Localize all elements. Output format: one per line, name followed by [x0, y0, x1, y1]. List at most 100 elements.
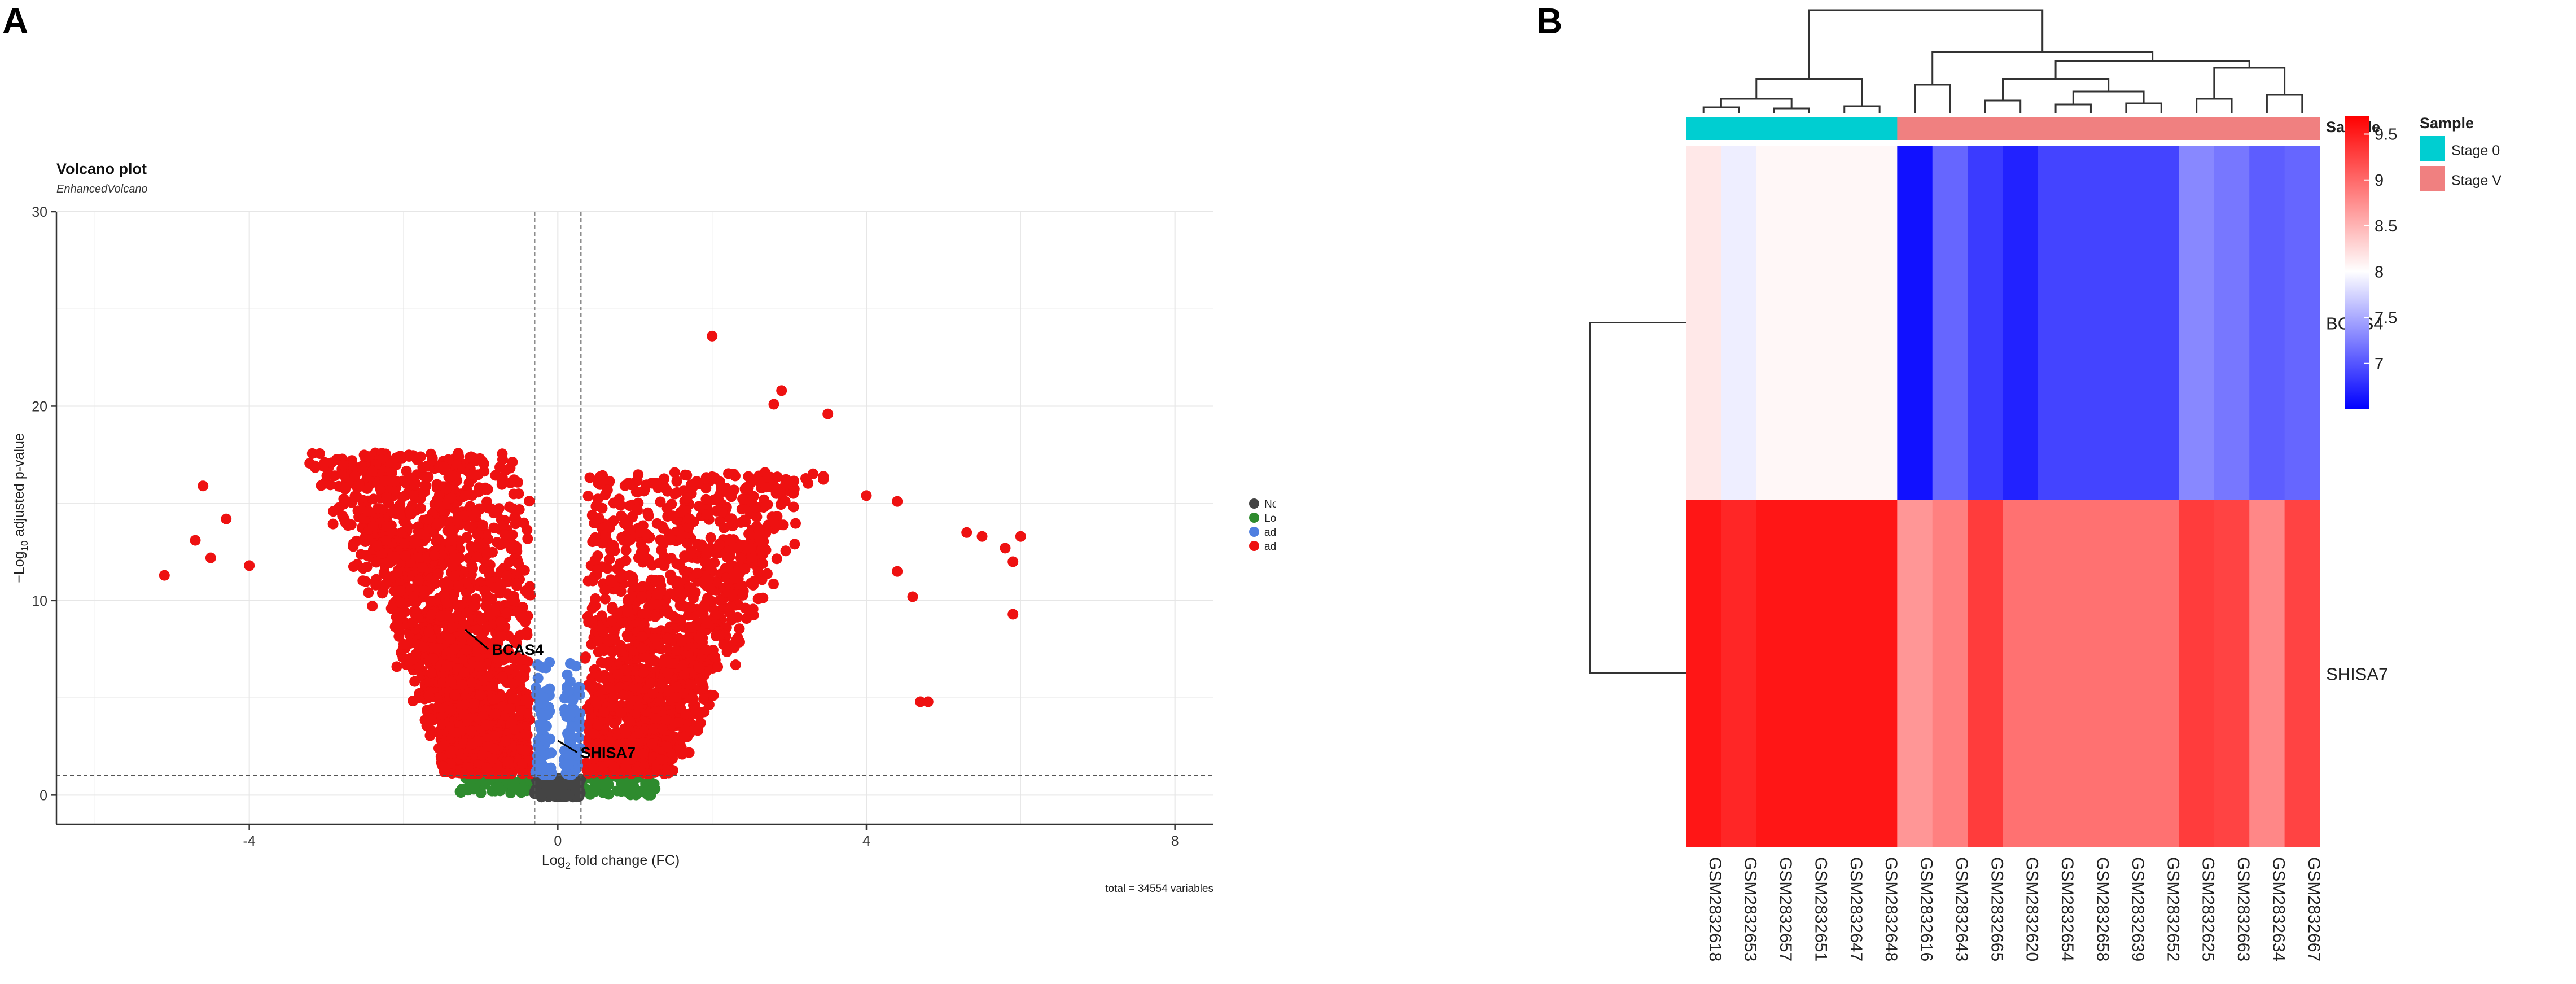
volcano-point [367, 521, 379, 532]
volcano-point [690, 587, 701, 598]
volcano-point [636, 591, 647, 602]
volcano-point [691, 567, 703, 579]
volcano-point [408, 591, 419, 602]
volcano-point [545, 769, 557, 780]
volcano-point [737, 493, 748, 505]
volcano-point [482, 484, 493, 495]
volcano-point [461, 644, 472, 655]
volcano-point [481, 719, 492, 731]
volcano-point [961, 527, 972, 538]
volcano-point [746, 543, 757, 554]
volcano-point [915, 696, 926, 707]
volcano-point [518, 654, 529, 665]
volcano-point [705, 583, 716, 594]
column-dendrogram-branch [2002, 78, 2110, 100]
volcano-point [699, 600, 710, 611]
volcano-point [630, 486, 642, 497]
volcano-point [633, 737, 644, 748]
volcano-point [573, 722, 585, 733]
heatmap-cell [1686, 146, 1721, 500]
volcano-point [522, 524, 533, 535]
colorbar-tick-label: 9.5 [2375, 126, 2397, 144]
volcano-point [349, 491, 361, 502]
volcano-point [608, 691, 619, 702]
heatmap-cell [1932, 146, 1968, 500]
volcano-point [595, 751, 607, 762]
volcano-point [407, 617, 418, 628]
volcano-point [694, 633, 705, 644]
volcano-point [506, 543, 517, 554]
volcano-point [422, 705, 433, 716]
volcano-point [592, 636, 603, 647]
volcano-point [432, 702, 443, 713]
volcano-point [604, 683, 615, 694]
volcano-point [605, 544, 616, 556]
sample-legend-title: Sample [2420, 115, 2474, 132]
volcano-point [423, 627, 435, 638]
legend-swatch-stage-v [2420, 166, 2445, 191]
volcano-point [722, 562, 734, 574]
volcano-point [414, 662, 425, 673]
volcano-point [626, 754, 637, 765]
volcano-point [712, 492, 724, 504]
volcano-point [822, 408, 834, 419]
volcano-point [651, 478, 662, 489]
volcano-point [614, 644, 625, 655]
volcano-point [436, 752, 448, 763]
volcano-point [472, 643, 484, 654]
volcano-point [456, 784, 467, 795]
volcano-point [384, 572, 395, 583]
volcano-point [449, 644, 460, 655]
volcano-point [614, 558, 625, 569]
volcano-point [593, 646, 604, 658]
volcano-point [563, 759, 574, 771]
volcano-point [542, 709, 553, 720]
volcano-point [385, 458, 396, 470]
volcano-point [479, 585, 490, 596]
volcano-point [446, 492, 457, 504]
volcano-point [159, 570, 170, 581]
volcano-point [495, 616, 506, 627]
sample-label: GSM2832653 [1741, 857, 1760, 961]
volcano-point [417, 461, 428, 473]
column-dendrogram [1702, 9, 2303, 113]
volcano-point [367, 466, 378, 477]
volcano-point [336, 467, 347, 479]
volcano-point [413, 575, 424, 586]
gene-label-shisa7: SHISA7 [581, 745, 636, 762]
volcano-point [472, 735, 483, 746]
volcano-point [468, 698, 480, 709]
volcano-point [546, 747, 557, 759]
volcano-point [404, 655, 415, 667]
heatmap-cell [1686, 500, 1721, 847]
volcano-point [516, 612, 527, 623]
volcano-point [482, 671, 493, 682]
volcano-point [418, 641, 430, 653]
volcano-point [452, 727, 462, 738]
volcano-point [638, 667, 649, 678]
volcano-point [500, 735, 511, 746]
volcano-point [602, 484, 613, 496]
annotation-cell [1686, 117, 1721, 140]
volcano-point [516, 705, 527, 716]
volcano-point [489, 743, 500, 754]
volcano-point [345, 460, 357, 471]
volcano-point [780, 545, 791, 557]
volcano-point [559, 779, 571, 790]
volcano-point [662, 633, 673, 644]
volcano-point [321, 470, 332, 482]
volcano-point [589, 728, 599, 740]
volcano-point [907, 591, 918, 602]
heatmap-cells [1686, 146, 2320, 847]
sample-label: GSM2832657 [1776, 857, 1795, 961]
volcano-point [707, 330, 718, 342]
volcano-point [563, 685, 575, 697]
volcano-point [671, 476, 682, 487]
volcano-point [438, 461, 449, 473]
volcano-point [788, 501, 799, 513]
volcano-point [405, 509, 417, 520]
heatmap-cell [1897, 500, 1933, 847]
annotation-cell [1861, 117, 1898, 140]
volcano-point [437, 719, 448, 730]
volcano-point [511, 578, 522, 589]
